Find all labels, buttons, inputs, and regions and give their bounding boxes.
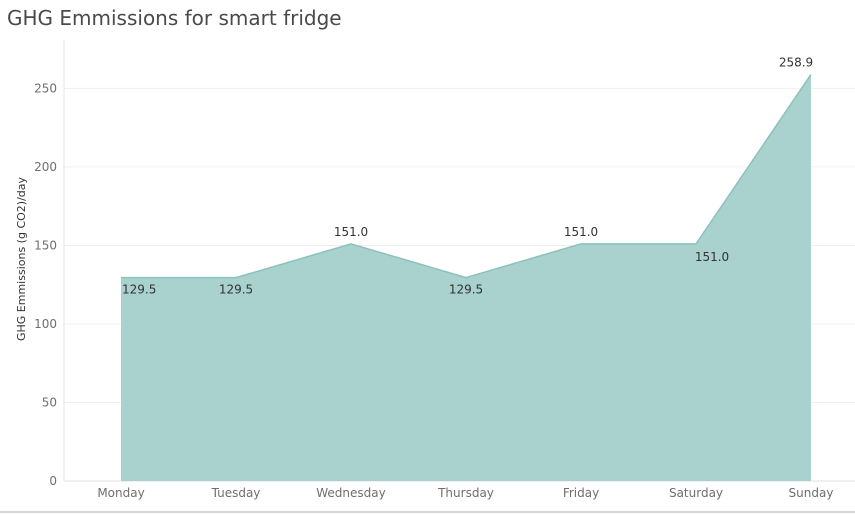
y-tick-label: 150 xyxy=(34,238,57,252)
x-tick-label: Thursday xyxy=(437,486,494,500)
x-tick-label: Wednesday xyxy=(316,486,385,500)
y-tick-label: 200 xyxy=(34,160,57,174)
y-tick-label: 50 xyxy=(42,395,57,409)
area-layer xyxy=(119,72,813,481)
y-axis-title: GHG Emmissions (g CO2)/day xyxy=(15,176,28,341)
x-tick-label: Sunday xyxy=(789,486,834,500)
data-label: 129.5 xyxy=(122,283,156,297)
bottom-divider xyxy=(0,511,855,513)
y-axis-ticks: 0 50 100 150 200 250 xyxy=(34,81,57,488)
data-label: 129.5 xyxy=(449,283,483,297)
data-label: 151.0 xyxy=(564,225,598,239)
data-label: 151.0 xyxy=(695,250,729,264)
y-tick-label: 100 xyxy=(34,317,57,331)
data-labels: 129.5 129.5 151.0 129.5 151.0 151.0 258.9 xyxy=(122,55,813,296)
data-label: 129.5 xyxy=(219,283,253,297)
x-axis-ticks: Monday Tuesday Wednesday Thursday Friday Satu… xyxy=(97,486,833,500)
x-tick-label: Saturday xyxy=(669,486,723,500)
x-tick-label: Monday xyxy=(97,486,144,500)
y-tick-label: 0 xyxy=(49,474,57,488)
data-label: 258.9 xyxy=(779,55,813,69)
x-tick-label: Tuesday xyxy=(211,486,261,500)
x-tick-label: Friday xyxy=(563,486,599,500)
data-label: 151.0 xyxy=(334,225,368,239)
y-tick-label: 250 xyxy=(34,81,57,95)
